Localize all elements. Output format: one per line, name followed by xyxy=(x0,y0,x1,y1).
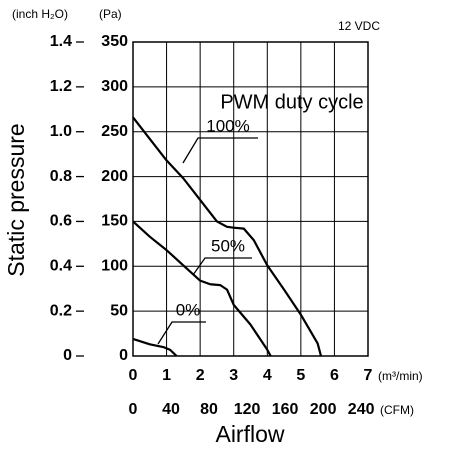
y2-tick-label: 1.0 xyxy=(50,123,72,140)
series-line xyxy=(132,337,178,357)
x2-tick-label: 40 xyxy=(162,401,180,418)
x2-tick-label: 80 xyxy=(200,401,218,418)
series-label: 0% xyxy=(176,300,201,319)
y2-tick-label: 0.8 xyxy=(50,168,72,185)
x2-tick-label: 240 xyxy=(348,401,375,418)
x-tick-label: 2 xyxy=(196,367,205,384)
x-tick-label: 0 xyxy=(129,367,138,384)
y-label: Static pressure xyxy=(3,123,29,276)
y-unit: (Pa) xyxy=(99,7,122,21)
x-tick-label: 1 xyxy=(162,367,171,384)
series-line xyxy=(132,220,272,357)
x2-tick-label: 0 xyxy=(129,401,138,418)
x-tick-label: 3 xyxy=(229,367,238,384)
x-tick-label: 6 xyxy=(330,367,339,384)
y2-tick-label: 0.6 xyxy=(50,213,72,230)
y-tick-label: 300 xyxy=(101,78,128,95)
series-line xyxy=(132,116,323,357)
leader-50 xyxy=(192,257,252,276)
x-label: Airflow xyxy=(215,421,284,447)
x-unit: (m³/min) xyxy=(378,369,423,383)
x2-tick-label: 160 xyxy=(272,401,299,418)
y-tick-label: 150 xyxy=(101,213,128,230)
y2-tick-label: 1.4 xyxy=(50,33,72,50)
y2-unit: (inch H₂O) xyxy=(12,7,68,21)
x2-unit: (CFM) xyxy=(380,403,414,417)
x-tick-label: 7 xyxy=(364,367,373,384)
y2-tick-label: 0.4 xyxy=(50,258,72,275)
y-tick-label: 350 xyxy=(101,33,128,50)
series-label: 50% xyxy=(211,236,245,255)
y2-tick-label: 0.2 xyxy=(50,302,72,319)
y-tick-label: 0 xyxy=(119,347,128,364)
leader-100 xyxy=(182,137,258,164)
x2-tick-label: 200 xyxy=(310,401,337,418)
y-tick-label: 50 xyxy=(110,302,128,319)
y2-tick-label: 1.2 xyxy=(50,78,72,95)
y-tick-label: 200 xyxy=(101,168,128,185)
leader-0 xyxy=(157,321,206,345)
x2-tick-label: 120 xyxy=(234,401,261,418)
y-tick-label: 100 xyxy=(101,258,128,275)
y2-tick-label: 0 xyxy=(63,347,72,364)
leaders xyxy=(157,137,258,345)
y-tick-label: 250 xyxy=(101,123,128,140)
plot-frame xyxy=(132,41,369,357)
series-label: 100% xyxy=(206,116,249,135)
legend-title: PWM duty cycle xyxy=(220,91,363,113)
annotation: 12 VDC xyxy=(338,19,380,33)
x-tick-label: 4 xyxy=(263,367,272,384)
x-tick-label: 5 xyxy=(296,367,305,384)
